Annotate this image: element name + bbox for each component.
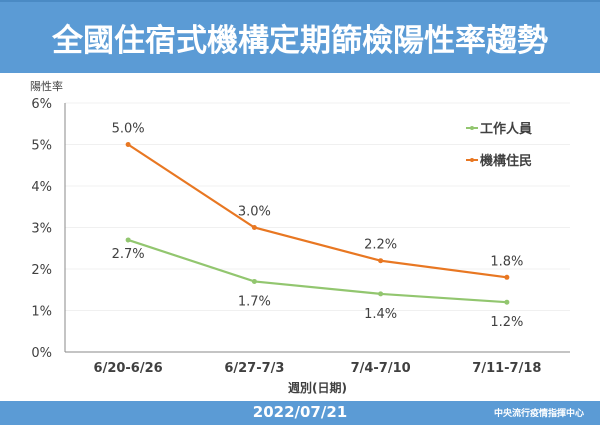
y-tick-label: 5% xyxy=(31,139,52,154)
legend-marker xyxy=(470,158,474,162)
data-point xyxy=(504,274,510,280)
data-label: 1.2% xyxy=(490,315,523,330)
legend-label: 工作人員 xyxy=(480,121,532,137)
y-tick-label: 4% xyxy=(31,180,52,195)
legend-marker xyxy=(470,126,474,130)
data-label: 3.0% xyxy=(238,205,271,220)
data-label: 1.4% xyxy=(364,307,397,322)
title-banner: 全國住宿式機構定期篩檢陽性率趨勢 xyxy=(0,0,600,73)
y-tick-label: 0% xyxy=(31,346,52,361)
x-tick-label: 6/27-7/3 xyxy=(224,361,284,376)
y-tick-label: 1% xyxy=(31,305,52,320)
organization-name: 中央流行疫情指揮中心 xyxy=(493,409,584,419)
data-label: 1.8% xyxy=(490,254,523,269)
x-tick-label: 6/20-6/26 xyxy=(94,361,163,376)
data-point xyxy=(125,237,131,243)
data-label: 2.7% xyxy=(112,247,145,262)
data-point xyxy=(504,299,510,305)
data-point xyxy=(251,225,257,230)
y-tick-label: 6% xyxy=(31,97,52,112)
x-axis-title: 週別(日期) xyxy=(288,380,347,395)
data-label: 1.7% xyxy=(238,294,271,309)
data-point xyxy=(251,278,257,284)
x-tick-label: 7/11-7/18 xyxy=(472,361,541,376)
report-date: 2022/07/21 xyxy=(252,403,348,421)
legend-label: 機構住民 xyxy=(480,153,532,169)
data-point xyxy=(378,291,384,297)
footer-banner: 2022/07/21 中央流行疫情指揮中心 xyxy=(0,401,600,425)
chart-title: 全國住宿式機構定期篩檢陽性率趨勢 xyxy=(52,23,548,59)
y-axis-title: 陽性率 xyxy=(30,79,63,93)
series-line-2 xyxy=(127,143,508,279)
data-point xyxy=(378,258,384,264)
data-point xyxy=(125,142,131,147)
y-tick-label: 3% xyxy=(31,222,52,237)
x-tick-label: 7/4-7/10 xyxy=(351,361,411,376)
data-label: 2.2% xyxy=(364,238,397,253)
y-tick-label: 2% xyxy=(31,263,52,278)
data-label: 5.0% xyxy=(112,122,145,137)
series-line-1 xyxy=(127,238,507,304)
